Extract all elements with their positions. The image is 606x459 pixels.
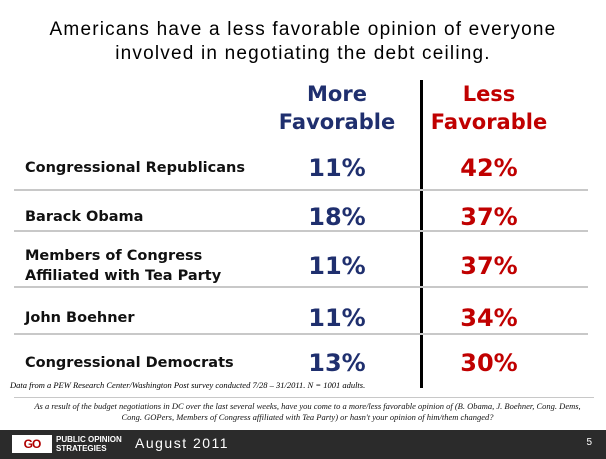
- column-header-more-favorable: More Favorable: [262, 80, 412, 136]
- row-label: Members of Congress Affiliated with Tea P…: [25, 246, 285, 286]
- value-more-favorable: 11%: [308, 304, 366, 332]
- value-less-favorable: 37%: [460, 203, 518, 231]
- row-label: John Boehner: [25, 308, 285, 328]
- column-header-less-line-1: Less: [462, 82, 516, 106]
- logo-text: PUBLIC OPINION STRATEGIES: [56, 435, 122, 453]
- column-header-less-favorable: Less Favorable: [414, 80, 564, 136]
- logo-text-line-2: STRATEGIES: [56, 444, 107, 453]
- title-line-1: Americans have a less favorable opinion …: [49, 19, 557, 40]
- footer-date: August 2011: [135, 435, 230, 451]
- footer-separator: [14, 397, 594, 398]
- value-less-favorable: 42%: [460, 154, 518, 182]
- row-separator: [14, 286, 588, 288]
- question-wording-note: As a result of the budget negotiations i…: [34, 401, 581, 422]
- row-label: Congressional Democrats: [25, 353, 285, 373]
- value-less-favorable: 34%: [460, 304, 518, 332]
- row-label-line: Congressional Republicans: [25, 160, 245, 176]
- row-label-line: Members of Congress: [25, 248, 203, 264]
- row-label-line: John Boehner: [25, 310, 135, 326]
- row-label-line: Barack Obama: [25, 209, 144, 225]
- row-label: Barack Obama: [25, 207, 285, 227]
- row-separator: [14, 230, 588, 232]
- logo-mark: GO: [12, 435, 52, 453]
- column-divider: [420, 80, 423, 388]
- column-header-more-line-2: Favorable: [278, 110, 396, 134]
- column-header-more-line-1: More: [307, 82, 367, 106]
- row-label-line: Affiliated with Tea Party: [25, 268, 222, 284]
- row-separator: [14, 333, 588, 335]
- value-more-favorable: 13%: [308, 349, 366, 377]
- row-separator: [14, 189, 588, 191]
- title-line-2: involved in negotiating the debt ceiling…: [115, 43, 491, 64]
- value-more-favorable: 11%: [308, 154, 366, 182]
- row-label: Congressional Republicans: [25, 158, 285, 178]
- value-more-favorable: 18%: [308, 203, 366, 231]
- value-less-favorable: 37%: [460, 252, 518, 280]
- value-more-favorable: 11%: [308, 252, 366, 280]
- value-less-favorable: 30%: [460, 349, 518, 377]
- slide-title: Americans have a less favorable opinion …: [0, 18, 606, 66]
- pos-logo: GO PUBLIC OPINION STRATEGIES: [12, 434, 122, 454]
- row-label-line: Congressional Democrats: [25, 355, 234, 371]
- column-header-less-line-2: Favorable: [430, 110, 548, 134]
- logo-text-line-1: PUBLIC OPINION: [56, 435, 122, 444]
- footer-bar: [0, 430, 606, 459]
- source-note: Data from a PEW Research Center/Washingt…: [10, 380, 366, 390]
- page-number: 5: [586, 437, 592, 448]
